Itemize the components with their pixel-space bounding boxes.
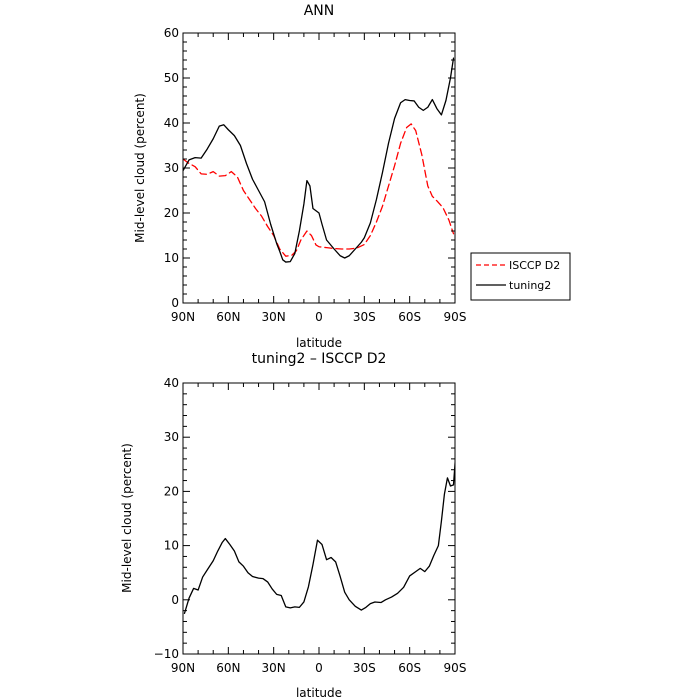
top-ticks-group: 90N 60N 30N 0 30S 60S 90S 0 10 20 30 40 50 60 (164, 26, 467, 324)
bottom-ticks-group: 90N 60N 30N 0 30S 60S 90S −10 0 10 20 30 40 (154, 376, 467, 675)
bottom-x-tick-label: 60S (398, 661, 421, 675)
top-x-tick-label: 90N (171, 310, 195, 324)
top-series-line-tuning2 (183, 57, 455, 263)
legend-frame (470, 252, 571, 301)
top-x-tick-label: 30S (353, 310, 376, 324)
top-y-tick-label: 40 (164, 116, 179, 130)
top-x-tick-label: 30N (262, 310, 286, 324)
top-chart: ANN 90N 60N 30N 0 30S 60S 90S 0 10 20 30 40 50 60 lat… (133, 3, 571, 350)
top-y-tick-label: 10 (164, 251, 179, 265)
bottom-x-tick-label: 30S (353, 661, 376, 675)
bottom-x-tick-label: 60N (216, 661, 240, 675)
bottom-x-tick-label: 30N (262, 661, 286, 675)
bottom-chart: tuning2 – ISCCP D2 90N 60N 30N 0 30S 60S 90S −1… (120, 351, 466, 700)
bottom-y-tick-label: 20 (164, 484, 179, 498)
bottom-series-line-0 (183, 454, 455, 614)
top-y-axis-title: Mid-level cloud (percent) (133, 93, 147, 243)
bottom-y-tick-label: −10 (154, 647, 179, 661)
top-y-tick-label: 20 (164, 206, 179, 220)
top-series-group (183, 57, 455, 263)
bottom-y-tick-label: 30 (164, 430, 179, 444)
bottom-x-tick-label: 0 (315, 661, 323, 675)
top-y-tick-label: 30 (164, 161, 179, 175)
top-x-tick-label: 0 (315, 310, 323, 324)
bottom-y-tick-label: 0 (171, 593, 179, 607)
bottom-y-axis-title: Mid-level cloud (percent) (120, 443, 134, 593)
top-x-tick-label: 60S (398, 310, 421, 324)
bottom-chart-title: tuning2 – ISCCP D2 (252, 351, 387, 367)
legend: ISCCP D2 tuning2 (470, 252, 571, 301)
legend-label-tuning2: tuning2 (509, 279, 551, 292)
top-x-axis-title: latitude (296, 336, 342, 350)
top-y-tick-label: 50 (164, 71, 179, 85)
bottom-x-tick-label: 90N (171, 661, 195, 675)
bottom-series-group (183, 454, 455, 614)
bottom-x-axis-title: latitude (296, 686, 342, 700)
bottom-x-tick-label: 90S (444, 661, 467, 675)
legend-label-isccp: ISCCP D2 (509, 259, 560, 272)
top-y-tick-label: 0 (171, 296, 179, 310)
bottom-y-tick-label: 40 (164, 376, 179, 390)
top-x-tick-label: 90S (444, 310, 467, 324)
bottom-y-tick-label: 10 (164, 539, 179, 553)
top-series-line-isccp-d2 (183, 123, 455, 257)
top-chart-title: ANN (304, 3, 335, 19)
top-x-tick-label: 60N (216, 310, 240, 324)
top-y-tick-label: 60 (164, 26, 179, 40)
